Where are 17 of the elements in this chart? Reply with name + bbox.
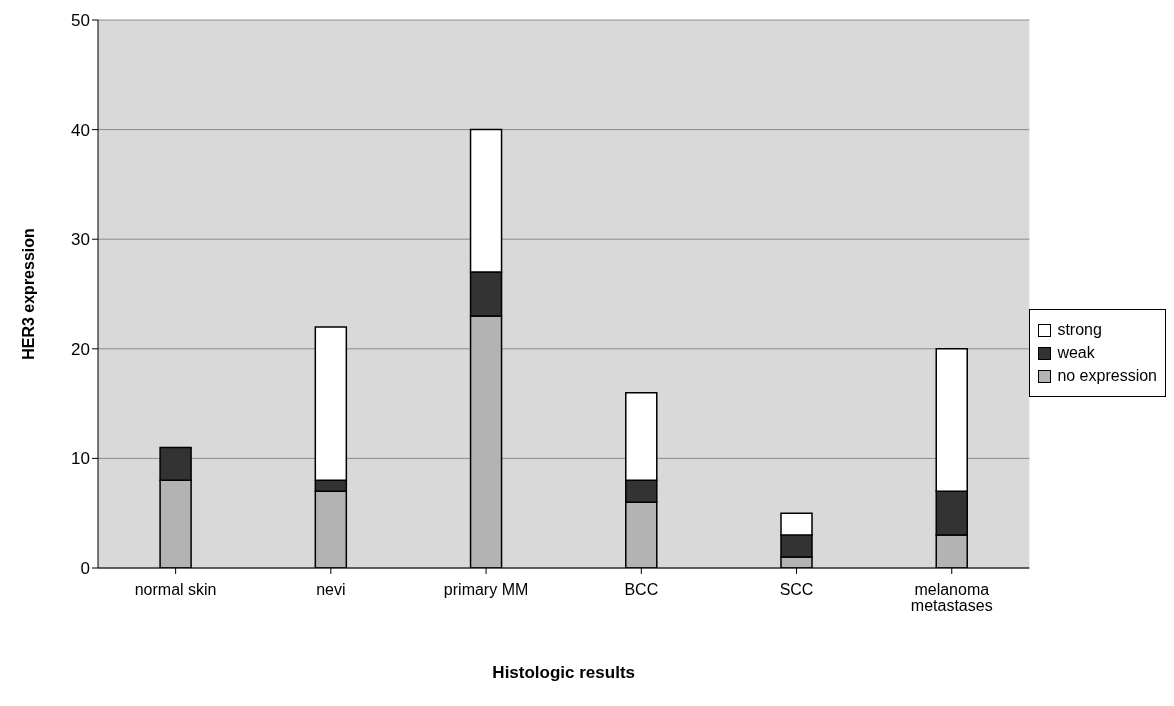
x-tick-label: nevi [316, 581, 346, 599]
legend-label: strong [1057, 321, 1102, 339]
x-tick-label: melanoma metastases [910, 581, 993, 615]
x-tick-label: SCC [779, 581, 814, 599]
x-tick-label: BCC [624, 581, 659, 599]
legend-label: no expression [1057, 367, 1157, 385]
y-tick-label: 0 [80, 559, 90, 579]
x-tick-label: primary MM [443, 581, 529, 599]
x-tick-label: normal skin [134, 581, 217, 599]
x-axis-title: Histologic results [492, 663, 636, 682]
y-tick-label: 20 [71, 339, 90, 359]
y-tick-label: 30 [71, 230, 90, 250]
y-axis-title: HER3 expression [19, 228, 37, 360]
legend-label: weak [1057, 344, 1095, 362]
y-tick-label: 40 [71, 120, 90, 140]
y-tick-label: 50 [71, 11, 90, 31]
y-tick-label: 10 [71, 449, 90, 469]
